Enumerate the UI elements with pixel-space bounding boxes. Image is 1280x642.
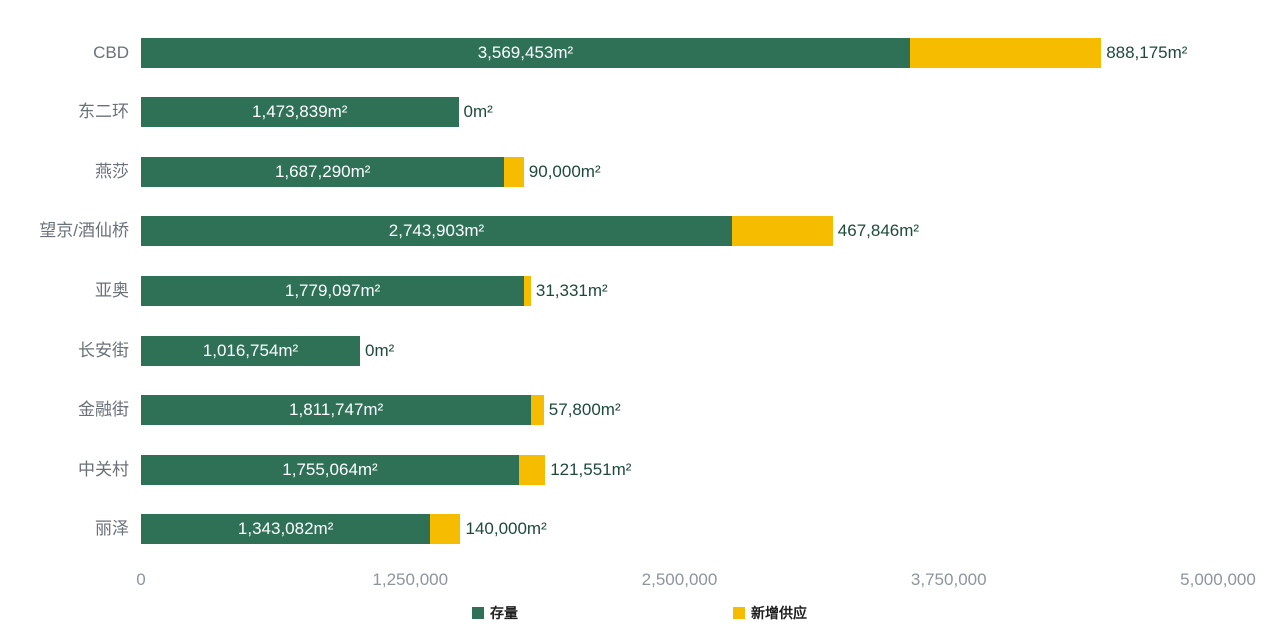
x-axis-tick-label: 3,750,000	[910, 570, 987, 589]
category-label: 东二环	[78, 102, 129, 122]
stock-swatch-icon	[472, 607, 484, 619]
new-supply-value-label: 0m²	[463, 102, 493, 122]
category-label: 亚奥	[95, 280, 129, 300]
new-supply-value-label: 31,331m²	[535, 280, 608, 300]
new-supply-bar-segment	[531, 395, 544, 426]
stock-bar-segment: 1,811,747m²	[141, 395, 532, 426]
new-supply-value-label: 57,800m²	[548, 400, 621, 420]
legend-item-stock[interactable]: 存量	[472, 606, 518, 620]
bar-group: 1,779,097m² 31,331m²	[141, 275, 608, 306]
new-supply-bar-segment	[732, 216, 833, 247]
bar-group: 1,343,082m² 140,000m²	[141, 514, 547, 545]
stock-bar-segment: 1,016,754m²	[141, 335, 360, 366]
bar-row: 金融街 1,811,747m² 57,800m²	[0, 395, 1280, 426]
stock-value-label: 3,569,453m²	[477, 42, 574, 62]
legend-label-new-supply: 新增供应	[751, 605, 807, 621]
bar-group: 1,811,747m² 57,800m²	[141, 395, 621, 426]
bar-row: CBD 3,569,453m² 888,175m²	[0, 37, 1280, 68]
category-label: 金融街	[78, 400, 129, 420]
stock-bar-segment: 2,743,903m²	[141, 216, 732, 247]
new-supply-bar-segment	[519, 454, 546, 485]
category-label: CBD	[93, 42, 129, 62]
bar-group: 1,016,754m² 0m²	[141, 335, 395, 366]
new-supply-swatch-icon	[733, 607, 745, 619]
stock-bar-segment: 1,473,839m²	[141, 97, 459, 128]
stock-value-label: 2,743,903m²	[388, 221, 485, 241]
new-supply-value-label: 90,000m²	[528, 161, 601, 181]
bar-group: 2,743,903m² 467,846m²	[141, 216, 920, 247]
x-axis-tick-label: 0	[136, 570, 146, 589]
new-supply-bar-segment	[430, 514, 461, 545]
stock-bar-segment: 1,687,290m²	[141, 156, 505, 187]
stock-bar-segment: 1,755,064m²	[141, 454, 519, 485]
new-supply-value-label: 140,000m²	[465, 519, 547, 539]
stock-value-label: 1,343,082m²	[237, 519, 334, 539]
bar-row: 望京/酒仙桥 2,743,903m² 467,846m²	[0, 216, 1280, 247]
legend-item-new-supply[interactable]: 新增供应	[733, 606, 807, 620]
legend-label-stock: 存量	[490, 605, 518, 621]
stock-bar-segment: 1,779,097m²	[141, 275, 525, 306]
category-label: 中关村	[78, 459, 129, 479]
category-label: 望京/酒仙桥	[39, 221, 129, 241]
stock-value-label: 1,755,064m²	[282, 459, 378, 479]
category-label: 丽泽	[95, 519, 129, 539]
bar-group: 1,473,839m² 0m²	[141, 97, 493, 128]
stock-bar-segment: 3,569,453m²	[141, 37, 910, 68]
new-supply-value-label: 467,846m²	[837, 221, 920, 241]
new-supply-bar-segment	[504, 156, 524, 187]
bar-group: 1,755,064m² 121,551m²	[141, 454, 632, 485]
new-supply-bar-segment	[909, 37, 1102, 68]
new-supply-value-label: 121,551m²	[550, 459, 632, 479]
bar-group: 3,569,453m² 888,175m²	[141, 37, 1188, 68]
category-label: 燕莎	[95, 161, 129, 181]
bar-row: 亚奥 1,779,097m² 31,331m²	[0, 275, 1280, 306]
x-axis-tick-label: 5,000,000	[1180, 570, 1256, 589]
bar-row: 燕莎 1,687,290m² 90,000m²	[0, 156, 1280, 187]
new-supply-value-label: 888,175m²	[1106, 42, 1188, 62]
bar-row: 东二环 1,473,839m² 0m²	[0, 97, 1280, 128]
bar-row: 中关村 1,755,064m² 121,551m²	[0, 454, 1280, 485]
stock-value-label: 1,779,097m²	[284, 280, 381, 300]
stock-value-label: 1,016,754m²	[202, 340, 299, 360]
bar-group: 1,687,290m² 90,000m²	[141, 156, 601, 187]
stock-value-label: 1,687,290m²	[274, 161, 371, 181]
stock-bar-segment: 1,343,082m²	[141, 514, 431, 545]
bar-row: 长安街 1,016,754m² 0m²	[0, 335, 1280, 366]
stock-value-label: 1,811,747m²	[289, 400, 384, 420]
x-axis-tick-label: 2,500,000	[641, 570, 718, 589]
new-supply-bar-segment	[524, 275, 531, 306]
stock-value-label: 1,473,839m²	[252, 102, 348, 122]
bar-row: 丽泽 1,343,082m² 140,000m²	[0, 514, 1280, 545]
x-axis-tick-label: 1,250,000	[372, 570, 449, 589]
new-supply-value-label: 0m²	[365, 340, 395, 360]
category-label: 长安街	[78, 340, 129, 360]
